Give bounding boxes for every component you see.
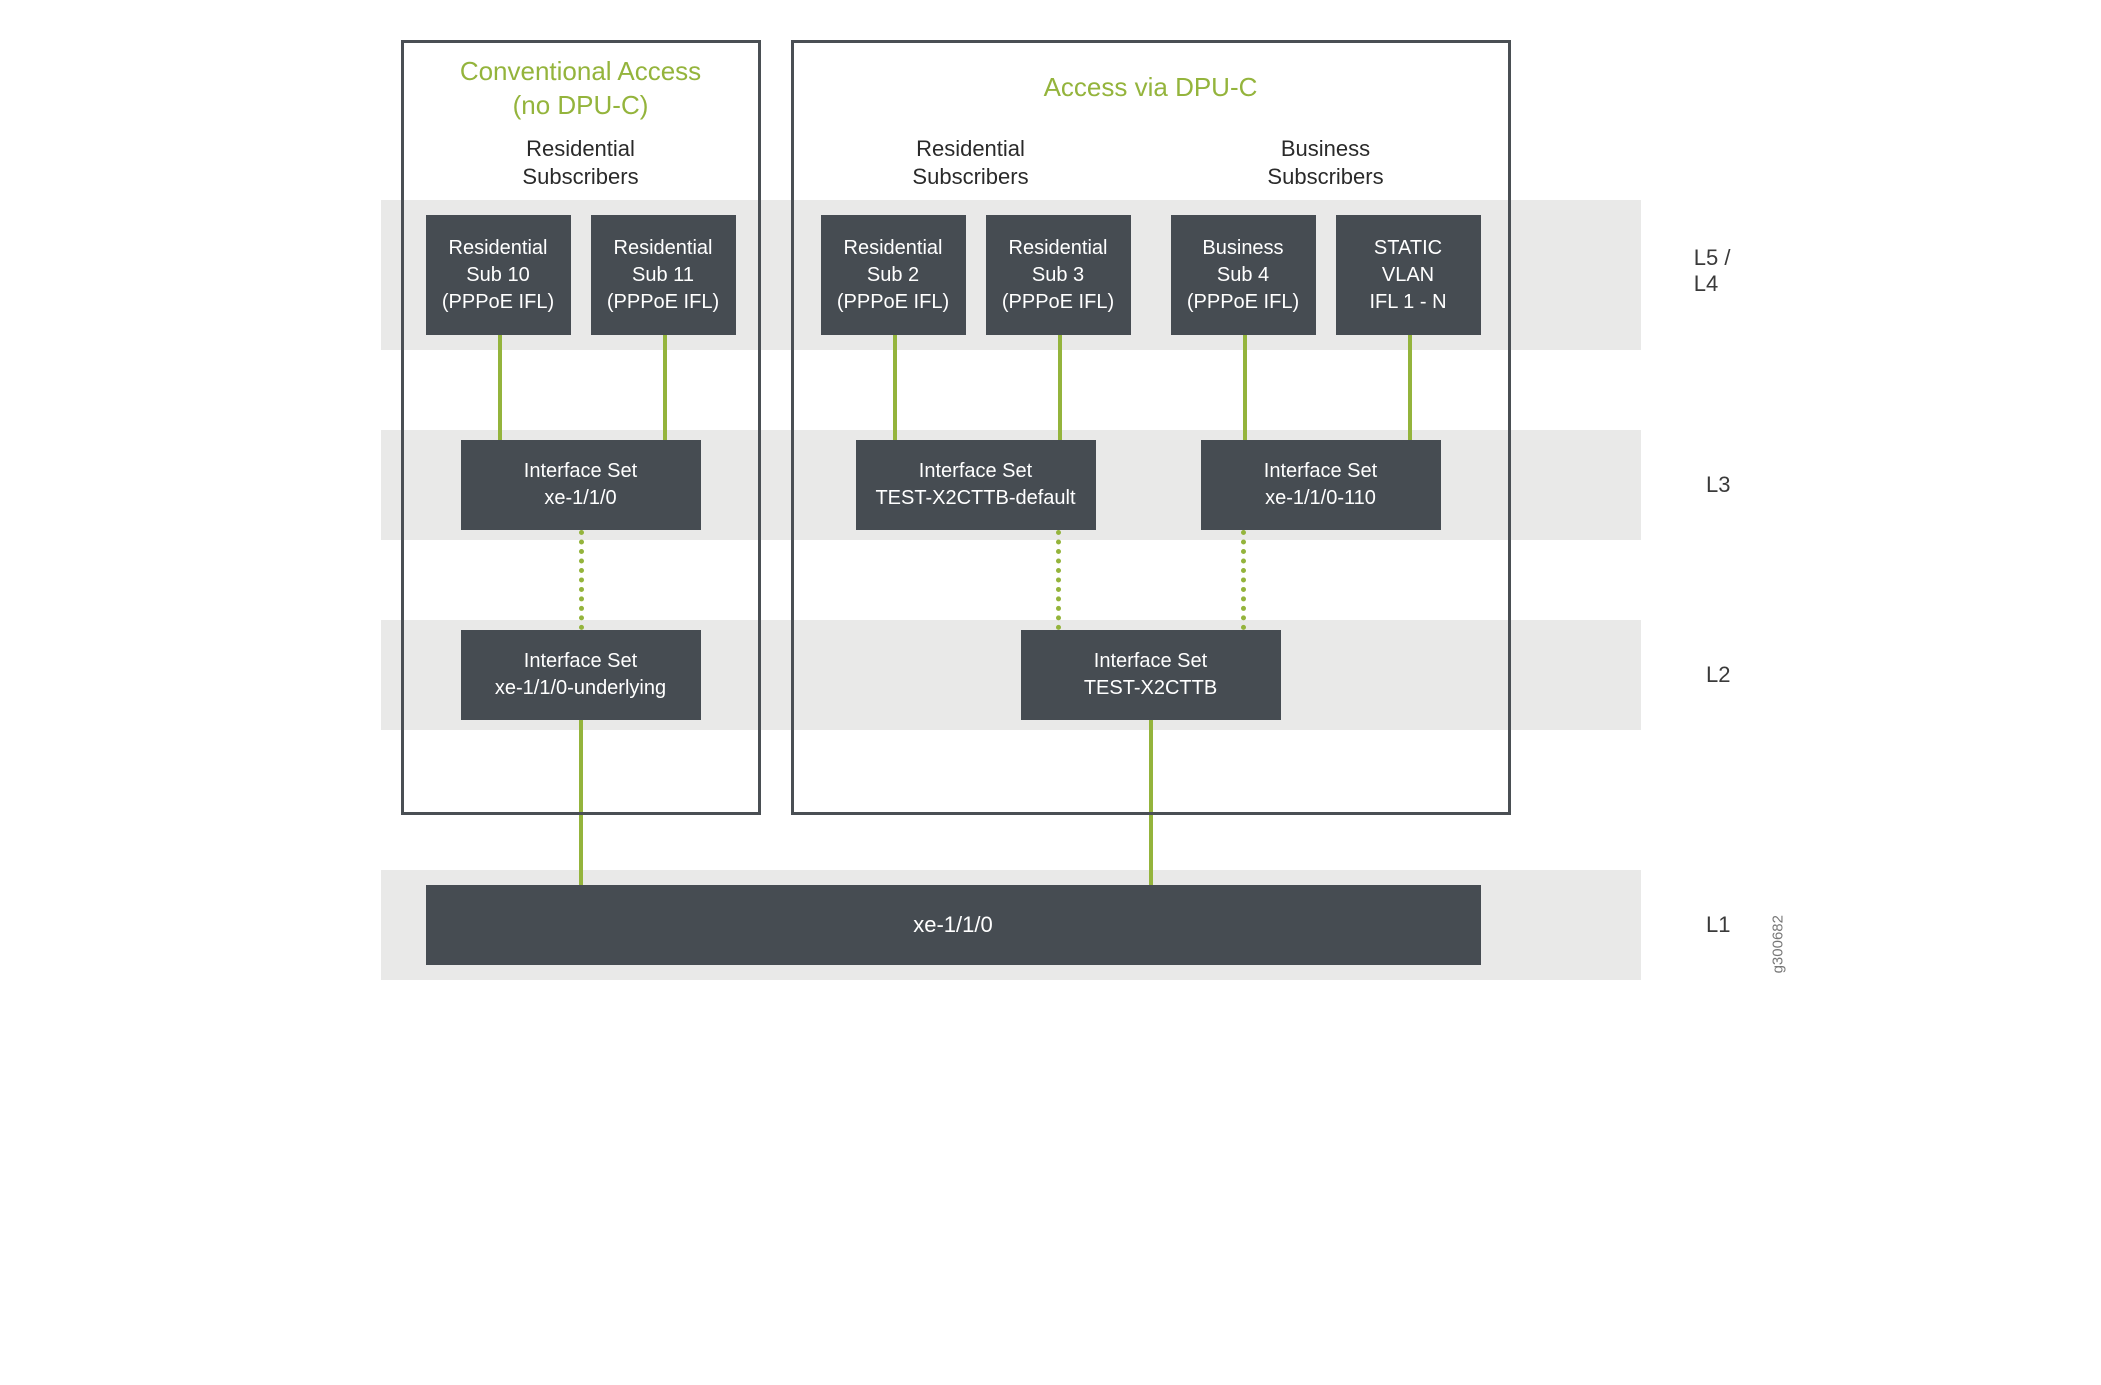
level-label-l1-text: L1 [1706, 912, 1730, 937]
node-cttbd-l2: TEST-X2CTTB-default [875, 487, 1075, 509]
node-r10-l1: Residential [449, 237, 548, 259]
node-is110-l2: xe-1/1/0-110 [1265, 487, 1376, 509]
node-xe-l1: xe-1/1/0 [913, 910, 993, 940]
node-cttb-l1: Interface Set [1094, 650, 1207, 672]
node-r2-l3: (PPPoE IFL) [837, 291, 949, 313]
node-r3-l2: Sub 3 [1032, 264, 1084, 286]
subheader-conv-res-l2: Subscribers [522, 164, 638, 189]
frame-conventional-title-l2: (no DPU-C) [513, 90, 649, 120]
node-res-sub-3: Residential Sub 3 (PPPoE IFL) [986, 215, 1131, 335]
frame-conventional-title-l1: Conventional Access [460, 56, 701, 86]
node-svlan-l3: IFL 1 - N [1369, 291, 1446, 313]
level-label-l2-text: L2 [1706, 662, 1730, 687]
node-r11-l1: Residential [614, 237, 713, 259]
node-r2-l2: Sub 2 [867, 264, 919, 286]
subheader-conv-res-l1: Residential [526, 136, 635, 161]
subheader-dpu-res: Residential Subscribers [821, 135, 1121, 190]
node-cttbd-l1: Interface Set [919, 460, 1032, 482]
frame-dpu-title: Access via DPU-C [794, 71, 1508, 105]
node-xe-interface: xe-1/1/0 [426, 885, 1481, 965]
node-cttb-l2: TEST-X2CTTB [1084, 677, 1217, 699]
node-ifset-110: Interface Set xe-1/1/0-110 [1201, 440, 1441, 530]
node-svlan-l2: VLAN [1382, 264, 1434, 286]
node-res-sub-10: Residential Sub 10 (PPPoE IFL) [426, 215, 571, 335]
node-b4-l1: Business [1202, 237, 1283, 259]
subheader-dpu-bus-l2: Subscribers [1267, 164, 1383, 189]
node-svlan-l1: STATIC [1374, 237, 1442, 259]
level-label-l5l4: L5 / L4 [1694, 245, 1731, 298]
level-label-l1: L1 [1706, 912, 1730, 938]
node-r2-l1: Residential [844, 237, 943, 259]
node-under-l1: Interface Set [524, 650, 637, 672]
frame-dpu-title-l1: Access via DPU-C [1044, 72, 1258, 102]
node-res-sub-2: Residential Sub 2 (PPPoE IFL) [821, 215, 966, 335]
node-res-sub-11: Residential Sub 11 (PPPoE IFL) [591, 215, 736, 335]
node-ifset-cttb-default: Interface Set TEST-X2CTTB-default [856, 440, 1096, 530]
subheader-dpu-bus-l1: Business [1281, 136, 1370, 161]
level-label-l3-text: L3 [1706, 472, 1730, 497]
level-label-l5l4-line2: L4 [1694, 271, 1718, 296]
node-static-vlan: STATIC VLAN IFL 1 - N [1336, 215, 1481, 335]
subheader-dpu-res-l2: Subscribers [912, 164, 1028, 189]
frame-conventional-title: Conventional Access (no DPU-C) [404, 55, 758, 123]
node-r10-l2: Sub 10 [466, 264, 529, 286]
node-r3-l1: Residential [1009, 237, 1108, 259]
node-b4-l3: (PPPoE IFL) [1187, 291, 1299, 313]
subheader-conv-res: Residential Subscribers [431, 135, 731, 190]
node-b4-l2: Sub 4 [1217, 264, 1269, 286]
network-hierarchy-diagram: L5 / L4 L3 L2 L1 Conventional Access (no… [321, 40, 1781, 1010]
level-label-l2: L2 [1706, 662, 1730, 688]
node-ifset-cttb: Interface Set TEST-X2CTTB [1021, 630, 1281, 720]
node-r11-l2: Sub 11 [632, 264, 694, 286]
figure-code: g300682 [1770, 915, 1787, 973]
node-r3-l3: (PPPoE IFL) [1002, 291, 1114, 313]
node-bus-sub-4: Business Sub 4 (PPPoE IFL) [1171, 215, 1316, 335]
level-label-l5l4-line1: L5 / [1694, 245, 1731, 270]
node-under-l2: xe-1/1/0-underlying [495, 677, 666, 699]
node-isconv-l2: xe-1/1/0 [544, 487, 616, 509]
node-is110-l1: Interface Set [1264, 460, 1377, 482]
node-ifset-conv: Interface Set xe-1/1/0 [461, 440, 701, 530]
subheader-dpu-bus: Business Subscribers [1171, 135, 1481, 190]
subheader-dpu-res-l1: Residential [916, 136, 1025, 161]
node-isconv-l1: Interface Set [524, 460, 637, 482]
node-r10-l3: (PPPoE IFL) [442, 291, 554, 313]
level-label-l3: L3 [1706, 472, 1730, 498]
node-r11-l3: (PPPoE IFL) [607, 291, 719, 313]
node-ifset-underlying: Interface Set xe-1/1/0-underlying [461, 630, 701, 720]
